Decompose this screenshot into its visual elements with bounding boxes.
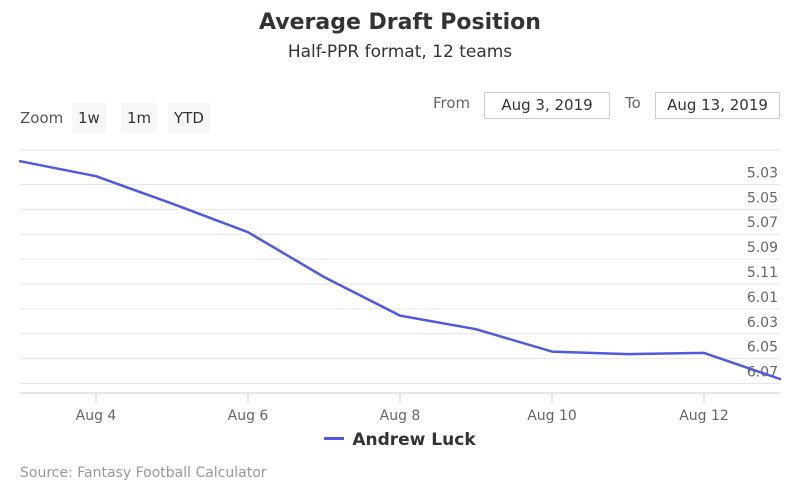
legend-label: Andrew Luck xyxy=(352,430,476,450)
chart-title: Average Draft Position xyxy=(259,10,541,35)
x-tick-label: Aug 4 xyxy=(76,408,117,424)
zoom-1m-button[interactable]: 1m xyxy=(121,103,158,133)
range-from-label: From xyxy=(433,94,471,112)
range-to-input[interactable]: Aug 13, 2019 xyxy=(655,92,780,119)
x-axis: Aug 4 Aug 6 Aug 8 Aug 10 Aug 12 xyxy=(20,392,780,424)
legend-swatch xyxy=(324,436,345,440)
legend[interactable]: Andrew Luck xyxy=(0,430,800,450)
y-tick-label: 5.03 xyxy=(747,165,778,181)
zoom-label: Zoom xyxy=(20,109,64,127)
series-layer xyxy=(18,159,782,381)
y-tick-label: 5.11 xyxy=(747,265,778,281)
range-from-input[interactable]: Aug 3, 2019 xyxy=(484,92,610,119)
y-axis: 5.035.055.075.095.116.016.036.056.07 xyxy=(747,165,778,380)
y-tick-label: 5.05 xyxy=(747,190,778,206)
source-credit[interactable]: Source: Fantasy Football Calculator xyxy=(20,465,267,481)
y-tick-label: 6.01 xyxy=(747,290,778,306)
zoom-1w-button[interactable]: 1w xyxy=(72,103,106,133)
zoom-ytd-button[interactable]: YTD xyxy=(168,103,210,133)
y-tick-label: 5.07 xyxy=(747,215,778,231)
range-to-label: To xyxy=(625,94,641,112)
y-tick-label: 5.09 xyxy=(747,240,778,256)
x-tick-label: Aug 10 xyxy=(527,408,577,424)
y-tick-label: 6.03 xyxy=(747,315,778,331)
x-tick-label: Aug 8 xyxy=(380,408,421,424)
grid-lines xyxy=(20,149,780,385)
x-tick-label: Aug 6 xyxy=(228,408,269,424)
y-tick-label: 6.05 xyxy=(747,340,778,356)
series-line[interactable] xyxy=(18,159,782,381)
x-tick-label: Aug 12 xyxy=(679,408,729,424)
chart-subtitle: Half-PPR format, 12 teams xyxy=(287,42,513,62)
